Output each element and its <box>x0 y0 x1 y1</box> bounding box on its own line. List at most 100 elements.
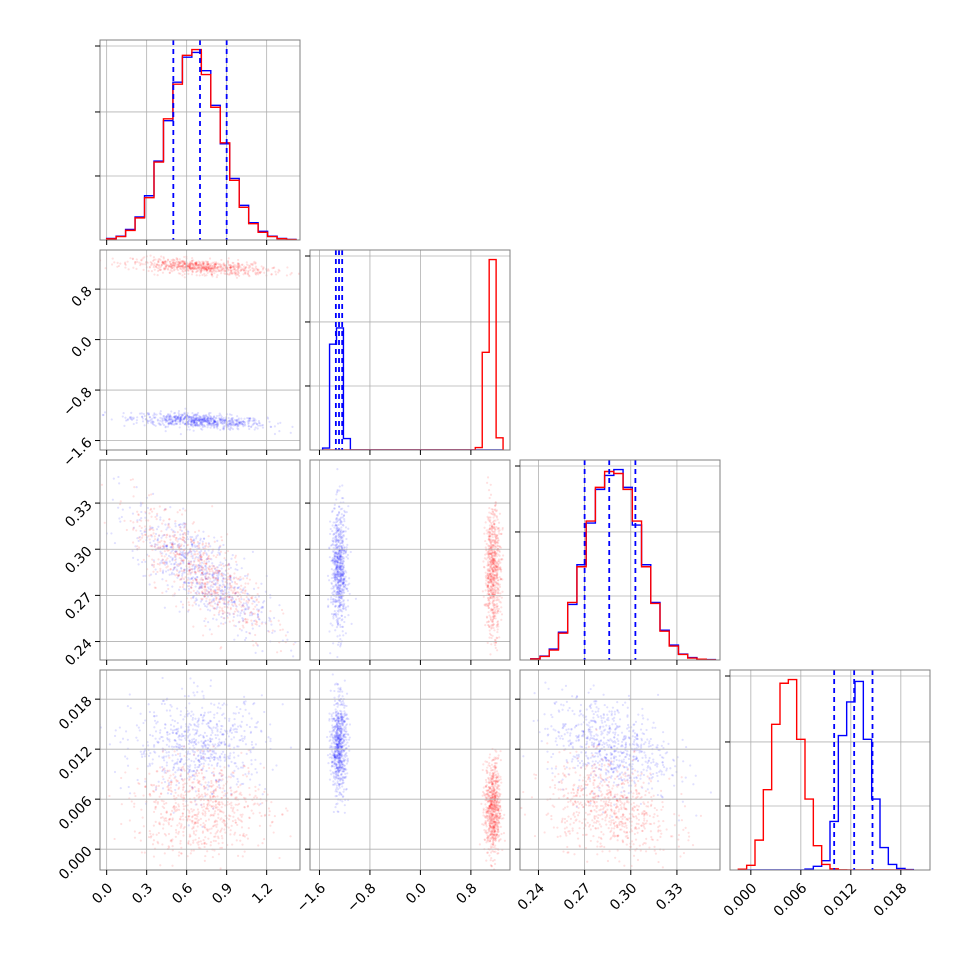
scatter-point <box>215 556 218 559</box>
scatter-point <box>198 763 201 767</box>
scatter-point <box>190 583 194 587</box>
scatter-point <box>194 545 197 549</box>
scatter-point <box>244 607 247 610</box>
scatter-point <box>341 610 344 613</box>
scatter-point <box>208 543 211 546</box>
scatter-point <box>246 416 249 420</box>
scatter-point <box>174 533 177 537</box>
scatter-point <box>231 596 234 599</box>
scatter-point <box>274 674 276 676</box>
scatter-point <box>332 572 335 575</box>
scatter-point <box>261 793 264 796</box>
scatter-point <box>273 630 276 633</box>
scatter-point <box>124 419 128 422</box>
scatter-point <box>216 728 219 731</box>
scatter-point <box>179 710 183 713</box>
scatter-point <box>193 424 196 427</box>
scatter-point <box>333 538 337 541</box>
scatter-point <box>161 699 165 703</box>
scatter-point <box>202 420 205 423</box>
scatter-point <box>220 269 223 273</box>
scatter-point <box>212 421 215 424</box>
scatter-point <box>216 266 219 269</box>
scatter-point <box>163 561 166 565</box>
scatter-point <box>277 619 280 622</box>
scatter-point <box>201 690 204 693</box>
scatter-point <box>347 527 350 530</box>
scatter-point <box>200 571 204 574</box>
scatter-point <box>332 546 335 550</box>
scatter-point <box>144 510 147 513</box>
scatter-point <box>200 740 203 743</box>
scatter-point <box>140 415 144 419</box>
scatter-point <box>176 758 179 761</box>
scatter-point <box>492 512 495 515</box>
scatter-point <box>193 553 196 556</box>
scatter-point <box>209 270 212 273</box>
scatter-point <box>486 476 490 479</box>
scatter-point <box>337 584 340 587</box>
scatter-point <box>174 262 177 265</box>
scatter-point <box>210 266 213 270</box>
scatter-point <box>221 750 225 753</box>
scatter-point <box>199 578 202 581</box>
scatter-point <box>334 535 338 538</box>
scatter-point <box>341 516 344 519</box>
scatter-point <box>233 587 236 590</box>
scatter-point <box>254 265 258 268</box>
scatter-point <box>201 578 205 581</box>
scatter-point <box>124 730 128 733</box>
scatter-point <box>198 587 201 590</box>
scatter-point <box>342 600 345 603</box>
scatter-point <box>172 552 175 555</box>
scatter-point <box>250 740 254 744</box>
scatter-point <box>500 606 503 609</box>
scatter-point <box>496 598 499 602</box>
scatter-point <box>166 549 169 552</box>
scatter-point <box>269 824 272 827</box>
scatter-point <box>202 694 205 697</box>
scatter-point <box>188 770 191 773</box>
scatter-point <box>481 590 484 593</box>
scatter-point <box>489 653 492 656</box>
scatter-point <box>333 544 336 547</box>
scatter-point <box>228 743 231 746</box>
scatter-point <box>152 416 156 419</box>
scatter-point <box>174 745 177 748</box>
scatter-point <box>188 733 192 736</box>
scatter-point <box>207 419 210 422</box>
scatter-point <box>187 758 191 761</box>
scatter-point <box>191 568 194 571</box>
scatter-point <box>111 257 114 260</box>
scatter-point <box>183 266 187 269</box>
scatter-point <box>496 572 499 576</box>
scatter-point <box>490 624 493 627</box>
scatter-point <box>213 272 216 275</box>
scatter-point <box>174 520 177 523</box>
scatter-point <box>494 541 497 544</box>
scatter-point <box>243 729 246 733</box>
scatter-point <box>192 579 195 582</box>
scatter-point <box>166 565 169 568</box>
scatter-point <box>487 550 490 553</box>
scatter-point <box>163 852 166 855</box>
scatter-point <box>247 425 251 428</box>
scatter-point <box>196 418 200 421</box>
scatter-point <box>273 425 277 428</box>
scatter-point <box>272 266 275 270</box>
scatter-point <box>217 813 220 816</box>
scatter-point <box>199 539 202 542</box>
scatter-point <box>279 628 282 632</box>
scatter-point <box>219 421 223 424</box>
scatter-point <box>271 768 274 771</box>
scatter-point <box>254 426 257 429</box>
scatter-point <box>179 528 182 531</box>
scatter-point <box>198 261 201 264</box>
scatter-point <box>338 588 341 591</box>
scatter-point <box>163 702 166 706</box>
scatter-point <box>167 587 170 591</box>
scatter-point <box>157 780 160 783</box>
scatter-point <box>216 427 219 430</box>
scatter-point <box>195 597 198 600</box>
scatter-point <box>252 587 256 590</box>
